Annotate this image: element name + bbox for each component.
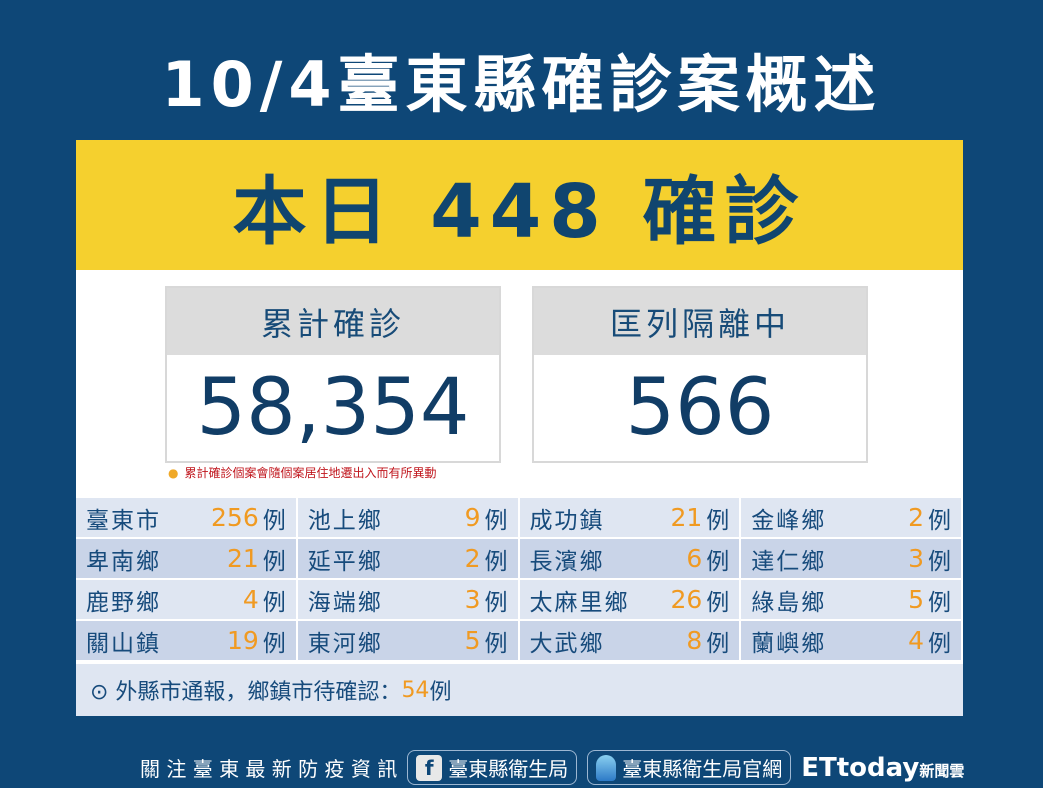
township-cell: 長濱鄉 6 例 [519, 539, 742, 578]
case-count: 9 [464, 503, 481, 532]
ettoday-logo: ETtoday新聞雲 [801, 752, 965, 783]
isolation-label: 匡列隔離中 [534, 288, 866, 355]
case-count: 8 [686, 626, 703, 655]
case-count: 4 [908, 626, 924, 655]
facebook-label: 臺東縣衛生局 [448, 757, 569, 781]
case-unit: 例 [484, 589, 508, 616]
case-count: 21 [670, 503, 703, 532]
township-cell: 臺東市 256 例 [76, 498, 298, 537]
case-unit: 例 [262, 507, 286, 534]
summary-card: 本日 448 確診 累計確診 58,354 匡列隔離中 566 ● 累計確診個案會… [76, 140, 963, 716]
table-row: 關山鎮 19 例東河鄉 5 例大武鄉 8 例蘭嶼鄉 4 例 [76, 621, 963, 662]
township-name: 金峰鄉 [751, 507, 827, 534]
website-label: 臺東縣衛生局官網 [622, 757, 783, 781]
facebook-link[interactable]: f 臺東縣衛生局 [407, 750, 578, 785]
pending-footer: ⊙ 外縣市通報，鄉鎮市待確認： 54 例 [76, 664, 963, 716]
case-unit: 例 [262, 630, 286, 657]
township-name: 鹿野鄉 [86, 589, 161, 616]
case-unit: 例 [928, 630, 951, 657]
township-cell: 鹿野鄉 4 例 [76, 580, 298, 619]
township-name: 達仁鄉 [751, 548, 827, 575]
page-title: 10/4臺東縣確診案概述 [161, 48, 882, 121]
township-cell: 卑南鄉 21 例 [76, 539, 298, 578]
case-unit: 例 [706, 589, 730, 616]
today-cases-banner: 本日 448 確診 [76, 140, 963, 270]
township-cell: 關山鎮 19 例 [76, 621, 298, 660]
case-count: 6 [686, 544, 703, 573]
township-cell: 池上鄉 9 例 [297, 498, 520, 537]
township-cell: 太麻里鄉 26 例 [519, 580, 742, 619]
township-cell: 大武鄉 8 例 [519, 621, 742, 660]
township-name: 大武鄉 [529, 630, 605, 657]
case-count: 21 [226, 544, 259, 573]
note-text: 累計確診個案會隨個案居住地遷出入而有所異動 [184, 466, 437, 480]
township-grid: 臺東市 256 例池上鄉 9 例成功鎮 21 例金峰鄉 2 例卑南鄉 21 例延平鄉 2 例長濱鄉 6 例達… [76, 498, 963, 662]
township-name: 卑南鄉 [86, 548, 161, 575]
township-name: 臺東市 [86, 507, 161, 534]
township-name: 東河鄉 [307, 630, 383, 657]
bottom-bar: 關 注 臺 東 最 新 防 疫 資 訊 f 臺東縣衛生局 臺東縣衛生局官網 ETt… [140, 750, 964, 785]
cumulative-box: 累計確診 58,354 [165, 286, 501, 463]
township-name: 長濱鄉 [529, 548, 605, 575]
case-unit: 例 [484, 507, 508, 534]
township-name: 海端鄉 [307, 589, 383, 616]
township-name: 延平鄉 [307, 548, 383, 575]
table-row: 臺東市 256 例池上鄉 9 例成功鎮 21 例金峰鄉 2 例 [76, 498, 963, 539]
case-unit: 例 [928, 589, 951, 616]
case-count: 3 [908, 544, 924, 573]
isolation-box: 匡列隔離中 566 [532, 286, 868, 463]
table-row: 卑南鄉 21 例延平鄉 2 例長濱鄉 6 例達仁鄉 3 例 [76, 539, 963, 580]
isolation-value: 566 [625, 363, 775, 453]
case-count: 2 [908, 503, 924, 532]
case-unit: 例 [484, 630, 508, 657]
township-name: 太麻里鄉 [529, 589, 630, 616]
township-cell: 海端鄉 3 例 [297, 580, 520, 619]
case-count: 2 [464, 544, 481, 573]
case-count: 5 [908, 585, 924, 614]
pending-label: ⊙ 外縣市通報，鄉鎮市待確認： [90, 680, 402, 705]
cumulative-value: 58,354 [196, 363, 470, 453]
case-unit: 例 [706, 630, 730, 657]
case-unit: 例 [928, 548, 951, 575]
township-cell: 東河鄉 5 例 [297, 621, 520, 660]
case-unit: 例 [262, 589, 286, 616]
township-name: 綠島鄉 [751, 589, 827, 616]
case-count: 4 [242, 585, 259, 614]
case-count: 19 [226, 626, 259, 655]
facebook-icon: f [416, 754, 443, 781]
pending-count: 54 [401, 677, 430, 703]
case-count: 3 [464, 585, 481, 614]
follow-text: 關 注 臺 東 最 新 防 疫 資 訊 [140, 757, 398, 781]
case-count: 256 [211, 503, 259, 532]
case-unit: 例 [706, 548, 730, 575]
bullet-icon: ● [168, 466, 179, 480]
township-name: 蘭嶼鄉 [751, 630, 827, 657]
township-cell: 蘭嶼鄉 4 例 [741, 621, 963, 660]
township-name: 池上鄉 [307, 507, 383, 534]
township-name: 成功鎮 [529, 507, 605, 534]
cumulative-label: 累計確診 [167, 288, 499, 355]
table-row: 鹿野鄉 4 例海端鄉 3 例太麻里鄉 26 例綠島鄉 5 例 [76, 580, 963, 621]
case-unit: 例 [484, 548, 508, 575]
case-count: 26 [670, 585, 703, 614]
case-unit: 例 [928, 507, 951, 534]
township-cell: 達仁鄉 3 例 [741, 539, 963, 578]
township-cell: 金峰鄉 2 例 [741, 498, 963, 537]
township-cell: 延平鄉 2 例 [297, 539, 520, 578]
health-bureau-logo-icon [596, 754, 617, 781]
township-cell: 成功鎮 21 例 [519, 498, 742, 537]
website-link[interactable]: 臺東縣衛生局官網 [587, 750, 792, 785]
case-unit: 例 [262, 548, 286, 575]
note: ● 累計確診個案會隨個案居住地遷出入而有所異動 [168, 464, 437, 481]
pending-unit: 例 [429, 680, 452, 705]
township-cell: 綠島鄉 5 例 [741, 580, 963, 619]
township-name: 關山鎮 [86, 630, 161, 657]
case-count: 5 [464, 626, 481, 655]
case-unit: 例 [706, 507, 730, 534]
